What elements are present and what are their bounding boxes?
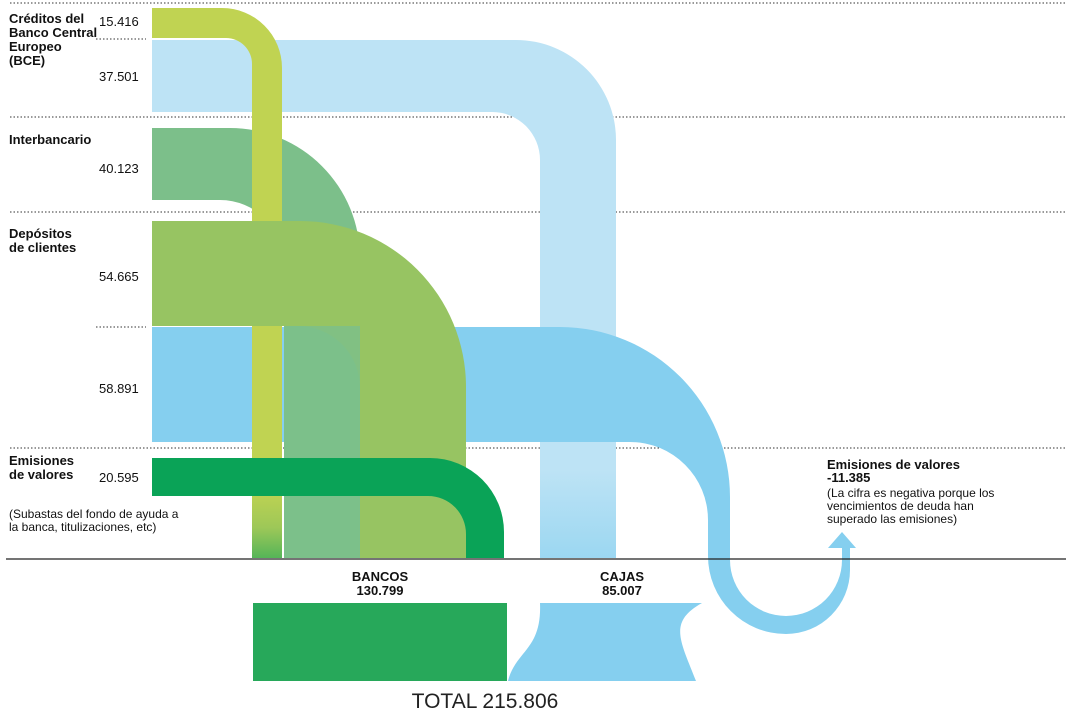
flow-emisiones (152, 458, 504, 558)
right-note-title: Emisiones de valores (827, 457, 960, 472)
bancos-label: BANCOS (351, 569, 409, 584)
label-interbancario: Interbancario (9, 132, 92, 147)
note-emisiones: (Subastas del fondo de ayuda a la banca,… (9, 507, 179, 534)
separators (10, 2, 1066, 449)
right-note-value: -11.385 (827, 470, 871, 485)
value-interbancario: 40.123 (99, 161, 139, 176)
value-emisiones: 20.595 (99, 470, 139, 485)
total-label: TOTAL 215.806 (411, 690, 559, 713)
cajas-value: 85.007 (602, 583, 642, 598)
value-bce-bancos: 15.416 (99, 14, 139, 29)
cajas-box (508, 603, 702, 681)
right-note-text: (La cifra es negativa porque los vencimi… (827, 486, 995, 526)
label-emisiones: Emisiones de valores (9, 453, 75, 482)
value-depositos-bancos: 54.665 (99, 269, 139, 284)
label-bce: Créditos del Banco Central Europeo (BCE) (9, 11, 98, 68)
cajas-label: CAJAS (599, 569, 645, 584)
value-depositos-cajas: 58.891 (99, 381, 139, 396)
bancos-value: 130.799 (356, 583, 404, 598)
label-depositos: Depósitos de clientes (9, 226, 77, 255)
value-bce-cajas: 37.501 (99, 69, 139, 84)
bancos-box (253, 603, 507, 681)
